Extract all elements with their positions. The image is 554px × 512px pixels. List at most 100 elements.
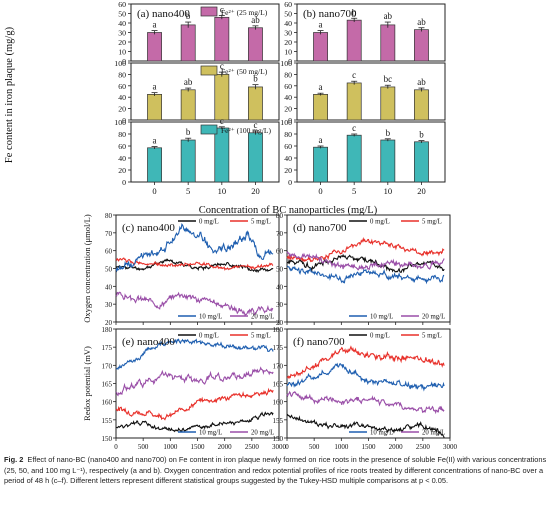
legend-swatch: [200, 6, 218, 17]
bar: [180, 24, 196, 62]
bar-xtick-label: 10: [384, 186, 393, 196]
bar-ytick-label: 40: [118, 19, 126, 28]
bar-ytick-label: 10: [118, 48, 126, 57]
bar-ytick-label: 100: [114, 59, 126, 68]
significance-letter: ab: [251, 15, 260, 25]
bar: [180, 89, 196, 121]
line-xtick-label: 3000: [272, 443, 287, 451]
panel-label: (a) nano400: [137, 8, 190, 20]
bar-ytick-label: 40: [284, 154, 292, 163]
line-ytick-label: 40: [276, 283, 284, 291]
bar-xtick-label: 5: [352, 186, 356, 196]
bar-xtick-label: 20: [251, 186, 260, 196]
bar-ytick-label: 40: [118, 93, 126, 102]
bar-ytick-label: 0: [288, 178, 292, 187]
line-xtick-label: 1000: [163, 443, 178, 451]
panel-label: (f) nano700: [293, 336, 345, 348]
bar-panel-frame: [130, 121, 280, 183]
bar-ytick-label: 60: [118, 0, 126, 9]
line-panel-0: 20 30 40 50 60 70 80 Oxygen concentration (μmol…: [82, 212, 280, 327]
series-line: [286, 236, 445, 263]
bar: [147, 93, 162, 121]
series-line: [286, 345, 445, 380]
significance-letter: a: [319, 82, 323, 92]
line-ytick-label: 175: [273, 344, 284, 352]
line-panel-3: 150 155 160 165 170 175 180 0 500 1000 1500 2000 250…: [273, 326, 458, 452]
bar: [346, 19, 362, 62]
bar-ytick-label: 0: [122, 116, 126, 125]
legend-label: 5 mg/L: [251, 219, 271, 226]
bar-xtick-label: 0: [318, 186, 322, 196]
line-ytick-label: 160: [102, 399, 113, 407]
bar-ytick-label: 0: [288, 57, 292, 66]
line-xtick-label: 1000: [334, 443, 349, 451]
line-ytick-label: 50: [105, 266, 113, 274]
bar-ytick-label: 20: [118, 38, 126, 47]
line-xtick-label: 500: [138, 443, 149, 451]
series-line: [286, 265, 445, 285]
bar-ytick-label: 30: [284, 29, 292, 38]
bar: [414, 141, 429, 183]
panel-label: (c) nano400: [122, 222, 175, 234]
significance-letter: b: [186, 11, 191, 21]
line-ytick-label: 70: [105, 230, 113, 238]
legend-label: Fe²⁺ (25 mg/L): [221, 8, 268, 17]
line-xtick-label: 0: [114, 443, 118, 451]
line-ytick-label: 70: [276, 230, 284, 238]
series-line: [286, 413, 445, 438]
bar-ytick-label: 20: [284, 38, 292, 47]
bar: [313, 93, 328, 121]
line-ytick-label: 30: [276, 301, 284, 309]
significance-letter: a: [153, 82, 157, 92]
line-ytick-label: 50: [276, 266, 284, 274]
bar-panel-3: 0 20 40 60 80 100 a c bc ab: [280, 59, 446, 125]
figure-caption: Fig. 2 Effect of nano-BC (nano400 and na…: [4, 455, 550, 487]
series-line: [115, 257, 274, 271]
significance-letter: a: [153, 136, 157, 146]
line-ytick-label: 20: [105, 319, 113, 327]
legend-label: Fe²⁺ (100 mg/L): [221, 126, 271, 135]
line-ytick-label: 60: [105, 248, 113, 256]
significance-letter: c: [352, 123, 356, 133]
line-xlabel: Time (min): [349, 451, 388, 452]
line-xtick-label: 2500: [245, 443, 260, 451]
series-line: [115, 411, 274, 433]
bar: [147, 32, 162, 62]
line-xtick-label: 2500: [416, 443, 431, 451]
bar-ytick-label: 0: [122, 57, 126, 66]
line-ytick-label: 175: [102, 344, 113, 352]
bar: [313, 32, 328, 62]
bar-ylabel: Fe content in iron plaque (mg/g): [4, 26, 15, 163]
caption-text: Effect of nano-BC (nano400 and nano700) …: [4, 455, 547, 485]
bar-ytick-label: 40: [118, 154, 126, 163]
significance-letter: b: [386, 128, 391, 138]
significance-letter: c: [352, 70, 356, 80]
bar-ytick-label: 100: [114, 118, 126, 127]
legend-label: 10 mg/L: [199, 430, 222, 437]
panel-label: (e) nano400: [122, 336, 175, 348]
bar: [248, 27, 263, 62]
line-ytick-label: 180: [102, 326, 113, 334]
bar-ytick-label: 80: [284, 70, 292, 79]
line-ylabel: Oxygen concentration (μmol/L): [82, 214, 92, 323]
bar-ytick-label: 60: [284, 142, 292, 151]
significance-letter: c: [220, 4, 224, 14]
bar-xtick-label: 0: [152, 186, 156, 196]
line-ytick-label: 170: [273, 362, 284, 370]
line-xtick-label: 1500: [362, 443, 377, 451]
legend-swatch: [200, 65, 218, 76]
significance-letter: b: [352, 7, 357, 17]
bar: [346, 134, 362, 183]
bar-ytick-label: 50: [284, 10, 292, 19]
panel-label: (b) nano700: [303, 8, 357, 20]
line-ytick-label: 150: [102, 435, 113, 443]
significance-letter: b: [186, 127, 191, 137]
legend-label: 10 mg/L: [370, 314, 393, 321]
line-ytick-label: 20: [276, 319, 284, 327]
series-line: [115, 366, 274, 397]
significance-letter: ab: [417, 17, 426, 27]
line-xlabel: Time (min): [178, 451, 217, 452]
bar: [414, 89, 429, 121]
